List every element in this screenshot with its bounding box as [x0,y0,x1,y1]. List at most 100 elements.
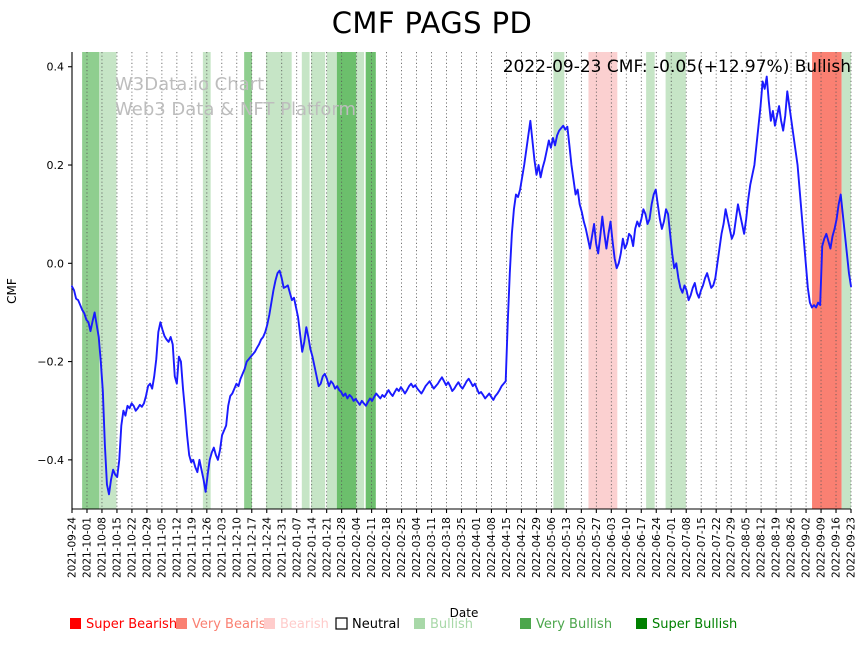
x-tick-label: 2022-07-08 [681,517,693,578]
x-tick-label: 2022-02-11 [366,517,378,578]
x-tick-label: 2021-10-22 [127,517,139,578]
x-tick-label: 2022-07-15 [696,517,708,578]
sentiment-band [311,52,326,509]
x-tick-label: 2022-09-09 [816,517,828,578]
x-tick-label: 2022-03-04 [411,517,423,578]
x-tick-label: 2022-08-05 [741,517,753,578]
x-tick-label: 2022-01-28 [336,517,348,578]
x-tick-label: 2022-07-29 [726,517,738,578]
x-tick-label: 2022-01-14 [306,517,318,578]
legend-label[interactable]: Bullish [430,617,473,632]
x-tick-label: 2022-04-22 [516,517,528,578]
x-tick-label: 2022-06-24 [651,517,663,578]
legend-label[interactable]: Very Bearish [192,617,274,632]
x-tick-label: 2022-04-29 [531,517,543,578]
legend-swatch[interactable] [176,618,187,629]
x-tick-label: 2022-08-12 [756,517,768,578]
legend-swatch[interactable] [264,618,275,629]
sentiment-band [646,52,655,509]
x-tick-label: 2021-10-08 [97,517,109,578]
sentiment-band [326,52,337,509]
watermark-line-2: Web3 Data & NFT Platform [115,99,356,120]
x-axis-title: Date [450,606,479,620]
x-tick-label: 2021-10-15 [112,517,124,578]
x-tick-label: 2022-04-01 [471,517,483,578]
x-tick-label: 2022-05-20 [576,517,588,578]
gridline-layer [71,52,852,509]
x-tick-label: 2022-05-06 [546,517,558,578]
legend-label[interactable]: Bearish [280,617,329,632]
x-tick-label: 2021-12-24 [261,517,273,578]
x-tick-label: 2021-11-05 [156,517,168,578]
x-tick-label: 2022-02-25 [396,517,408,578]
legend-label[interactable]: Very Bullish [536,617,612,632]
sentiment-band [336,52,357,509]
x-tick-label: 2021-11-12 [171,517,183,578]
sentiment-band [244,52,252,509]
x-tick-label: 2022-07-01 [666,517,678,578]
x-tick-label: 2022-03-11 [426,517,438,578]
x-tick-label: 2022-09-02 [801,517,813,578]
watermark-line-1: W3Data.io Chart [115,74,264,95]
sentiment-band [665,52,686,509]
x-tick-label: 2022-09-23 [846,517,858,578]
data-line-layer [71,75,852,496]
legend-label[interactable]: Super Bullish [652,617,737,632]
x-tick-label: 2022-04-15 [501,517,513,578]
x-tick-label: 2021-12-31 [276,517,288,578]
x-tick-label: 2022-04-08 [486,517,498,578]
x-tick-label: 2022-06-17 [636,517,648,578]
sentiment-band [553,52,565,509]
y-tick-label: −0.4 [37,454,64,467]
x-tick-label: 2022-05-27 [591,517,603,578]
sentiment-band-layer [82,52,851,509]
x-tick-layer: 2021-09-24 2021-10-01 2021-10-08 2021-10-15… [67,509,858,578]
y-tick-label: 0.4 [47,61,65,74]
x-tick-label: 2021-12-17 [246,517,258,578]
x-tick-label: 2021-10-29 [142,517,154,578]
legend-swatch[interactable] [636,618,647,629]
sentiment-band [812,52,842,509]
y-tick-label: −0.2 [37,356,64,369]
legend-label[interactable]: Neutral [352,617,400,632]
x-tick-label: 2022-03-25 [456,517,468,578]
sentiment-band [265,52,292,509]
sentiment-band [202,52,211,509]
x-tick-label: 2022-06-03 [606,517,618,578]
sentiment-band [301,52,310,509]
x-tick-label: 2021-09-24 [67,517,79,578]
legend-swatch[interactable] [70,618,81,629]
y-axis-title: CMF [5,278,19,304]
legend-label[interactable]: Super Bearish [86,617,177,632]
sentiment-band [82,52,100,509]
y-tick-layer: −0.4 −0.2 0.0 0.2 0.4 [37,61,72,467]
legend-swatch[interactable] [335,617,348,630]
legend-swatch[interactable] [520,618,531,629]
y-tick-label: 0.2 [47,159,65,172]
x-tick-label: 2021-12-10 [231,517,243,578]
y-tick-label: 0.0 [47,257,65,270]
x-tick-label: 2022-06-10 [621,517,633,578]
x-tick-label: 2022-02-04 [351,517,363,578]
x-tick-label: 2022-02-18 [381,517,393,578]
legend-swatch[interactable] [414,618,425,629]
x-tick-label: 2021-10-01 [82,517,94,578]
x-tick-label: 2022-01-21 [321,517,333,578]
x-tick-label: 2022-08-19 [771,517,783,578]
x-tick-label: 2022-08-26 [786,517,798,578]
x-tick-label: 2022-01-07 [291,517,303,578]
x-tick-label: 2022-03-18 [441,517,453,578]
legend: Super Bearish Very Bearish Bearish Neutral B… [70,617,737,632]
x-tick-label: 2021-12-03 [216,517,228,578]
data-series-line [71,75,852,496]
x-tick-label: 2022-07-22 [711,517,723,578]
sentiment-band [609,52,618,509]
watermark: W3Data.io Chart Web3 Data & NFT Platform [115,74,356,120]
x-tick-label: 2021-11-19 [186,517,198,578]
latest-value-annotation: 2022-09-23 CMF: -0.05(+12.97%) Bullish [503,57,851,77]
x-tick-label: 2022-05-13 [561,517,573,578]
x-tick-label: 2022-09-16 [831,517,843,578]
x-tick-label: 2021-11-26 [201,517,213,578]
sentiment-band [588,52,610,509]
